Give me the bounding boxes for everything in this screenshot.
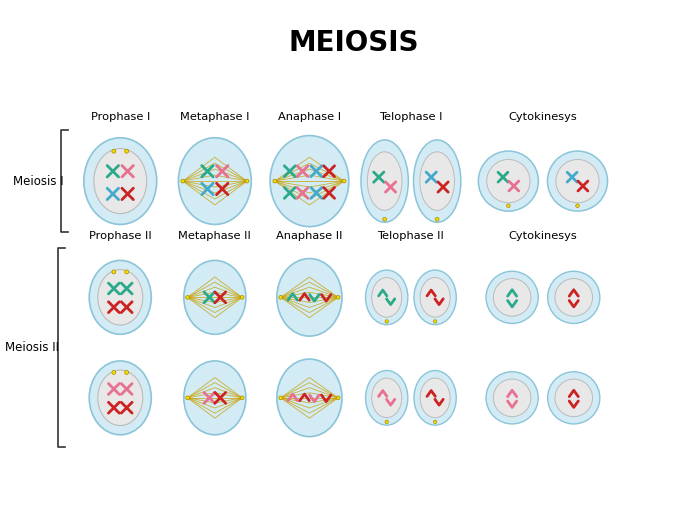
Circle shape [486, 372, 538, 424]
Ellipse shape [414, 270, 456, 325]
Circle shape [383, 217, 386, 221]
Circle shape [245, 179, 248, 183]
Ellipse shape [84, 138, 157, 225]
Ellipse shape [372, 277, 402, 317]
Ellipse shape [94, 148, 147, 213]
Ellipse shape [98, 270, 143, 325]
Ellipse shape [365, 370, 408, 425]
Circle shape [556, 160, 599, 203]
Circle shape [433, 320, 437, 323]
Circle shape [186, 296, 190, 299]
Ellipse shape [89, 361, 151, 435]
Text: Anaphase II: Anaphase II [276, 231, 343, 241]
Circle shape [507, 204, 510, 207]
Text: Anaphase I: Anaphase I [278, 112, 341, 122]
Circle shape [486, 160, 530, 203]
Ellipse shape [98, 370, 143, 426]
Circle shape [273, 179, 276, 183]
Text: Telophase I: Telophase I [379, 112, 442, 122]
Circle shape [112, 149, 116, 153]
Ellipse shape [420, 152, 454, 210]
Text: Meiosis II: Meiosis II [5, 341, 59, 354]
Circle shape [486, 271, 538, 324]
Circle shape [125, 149, 129, 153]
Text: Metaphase I: Metaphase I [180, 112, 250, 122]
Circle shape [112, 270, 116, 274]
Ellipse shape [368, 152, 402, 210]
Circle shape [342, 179, 346, 183]
Ellipse shape [361, 140, 408, 223]
Ellipse shape [414, 140, 461, 223]
Text: Prophase I: Prophase I [90, 112, 150, 122]
Circle shape [494, 379, 531, 417]
Ellipse shape [184, 361, 246, 435]
Ellipse shape [365, 270, 408, 325]
Circle shape [125, 370, 129, 374]
Circle shape [186, 396, 190, 400]
Circle shape [433, 420, 437, 424]
Text: Cytokinesys: Cytokinesys [509, 112, 578, 122]
Circle shape [555, 379, 592, 417]
Circle shape [385, 420, 389, 424]
Ellipse shape [184, 261, 246, 334]
Text: Meiosis I: Meiosis I [13, 175, 64, 187]
Circle shape [547, 151, 608, 211]
Text: Metaphase II: Metaphase II [178, 231, 251, 241]
Circle shape [547, 372, 600, 424]
Circle shape [279, 396, 283, 400]
Circle shape [336, 296, 340, 299]
Circle shape [494, 278, 531, 316]
Ellipse shape [372, 378, 402, 418]
Ellipse shape [276, 359, 342, 437]
Circle shape [125, 270, 129, 274]
Text: Prophase II: Prophase II [89, 231, 152, 241]
Circle shape [279, 296, 283, 299]
Circle shape [478, 151, 538, 211]
Text: Telophase II: Telophase II [377, 231, 444, 241]
Circle shape [240, 296, 244, 299]
Ellipse shape [420, 277, 450, 317]
Ellipse shape [414, 370, 456, 425]
Circle shape [575, 204, 580, 207]
Ellipse shape [420, 378, 450, 418]
Circle shape [181, 179, 185, 183]
Text: Cytokinesys: Cytokinesys [509, 231, 578, 241]
Circle shape [555, 278, 592, 316]
Circle shape [435, 217, 439, 221]
Ellipse shape [89, 261, 151, 334]
Ellipse shape [276, 259, 342, 336]
Text: MEIOSIS: MEIOSIS [288, 29, 419, 57]
Ellipse shape [178, 138, 251, 225]
Circle shape [385, 320, 389, 323]
Ellipse shape [270, 136, 349, 227]
Circle shape [112, 370, 116, 374]
Circle shape [336, 396, 340, 400]
Circle shape [240, 396, 244, 400]
Circle shape [547, 271, 600, 324]
